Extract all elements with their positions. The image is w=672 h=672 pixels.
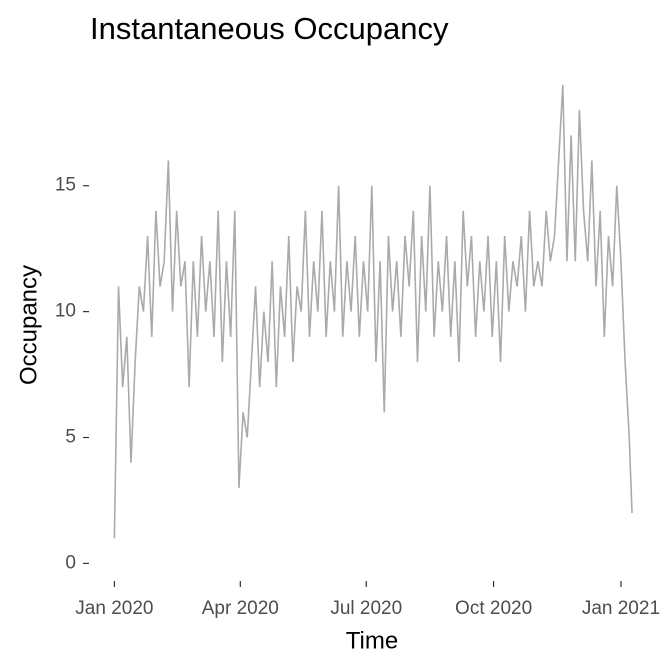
y-tick-label: 0 — [65, 552, 76, 573]
chart-title: Instantaneous Occupancy — [90, 11, 449, 46]
x-tick-label: Jul 2020 — [330, 598, 402, 619]
y-axis-title: Occupancy — [15, 265, 42, 385]
data-line — [113, 84, 633, 539]
x-tick-label: Jan 2021 — [582, 598, 660, 619]
x-tick-label: Apr 2020 — [202, 598, 279, 619]
y-tick-label: 5 — [65, 427, 76, 448]
y-tick-label: 10 — [55, 301, 76, 322]
y-tick-label: 15 — [55, 175, 76, 196]
x-tick-label: Oct 2020 — [455, 598, 532, 619]
x-axis-title: Time — [346, 627, 398, 654]
x-tick-label: Jan 2020 — [75, 598, 153, 619]
